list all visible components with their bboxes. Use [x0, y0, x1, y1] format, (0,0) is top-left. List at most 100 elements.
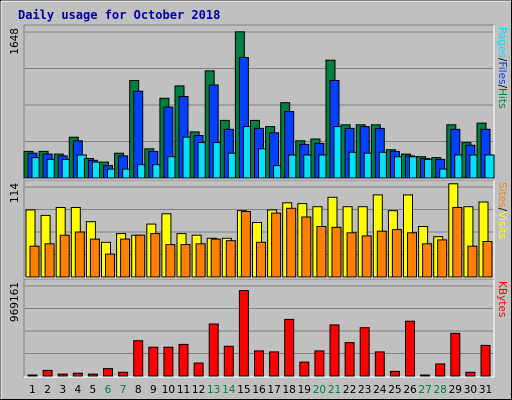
- bar-sites-day-5: [89, 238, 100, 278]
- bar-sites-day-12: [195, 243, 206, 278]
- bar-sites-day-24: [376, 230, 387, 278]
- bar-sites-day-26: [407, 232, 417, 278]
- bar-sites-day-13: [210, 238, 221, 278]
- legend-entry: KBytes: [496, 281, 508, 317]
- panel-kbytes: 969161 KBytes: [9, 278, 508, 378]
- bar-sites-day-22: [346, 232, 357, 278]
- bar-sites-day-21: [331, 226, 342, 278]
- panel-visits-sites: 114 Sites/Visits: [9, 179, 508, 279]
- x-tick-label-day-13: 13: [207, 384, 220, 396]
- legend-entry: Files: [496, 61, 508, 84]
- panel-max-label: 1648: [9, 28, 21, 55]
- bar-kbytes-day-28: [435, 363, 446, 377]
- x-tick-label-day-4: 4: [74, 384, 81, 396]
- x-tick-label-day-17: 17: [267, 384, 280, 396]
- x-tick-label-day-15: 15: [237, 384, 250, 396]
- bar-sites-day-6: [105, 253, 115, 278]
- bar-sites-day-8: [135, 234, 146, 278]
- bar-kbytes-day-31: [480, 344, 491, 377]
- legend-entry: Visits: [496, 211, 508, 239]
- x-tick-label-day-30: 30: [464, 384, 477, 396]
- bar-sites-day-15: [240, 211, 251, 278]
- bar-kbytes-day-5: [87, 373, 98, 377]
- bar-kbytes-day-2: [42, 369, 53, 377]
- bar-sites-day-10: [165, 244, 176, 278]
- bar-sites-day-27: [422, 243, 433, 278]
- x-tick-label-day-1: 1: [29, 384, 36, 396]
- panel-legend: Sites/Visits: [496, 182, 508, 239]
- x-tick-label-day-25: 25: [388, 384, 401, 396]
- bar-sites-day-30: [467, 245, 478, 278]
- bar-kbytes-day-1: [27, 374, 38, 377]
- bar-sites-day-16: [256, 241, 266, 278]
- x-tick-label-day-11: 11: [177, 384, 190, 396]
- bar-sites-day-17: [271, 212, 282, 278]
- bar-kbytes-day-7: [118, 371, 129, 377]
- x-tick-label-day-27: 27: [418, 384, 431, 396]
- bar-sites-day-4: [74, 231, 85, 278]
- bar-kbytes-day-25: [389, 370, 400, 377]
- bar-kbytes-day-21: [329, 324, 340, 377]
- x-tick-label-day-26: 26: [403, 384, 417, 396]
- x-tick-label-day-20: 20: [313, 384, 326, 396]
- bar-sites-day-14: [225, 240, 236, 278]
- bar-kbytes-day-18: [284, 318, 295, 377]
- bar-sites-day-11: [180, 244, 191, 278]
- x-tick-label-day-12: 12: [192, 384, 205, 396]
- x-axis-labels: 1 2 3 4 5 6 7 8 9 10 11 12 13 14 15 16 17 18 19 20 21 22 23 24 2…: [29, 384, 492, 396]
- bar-kbytes-day-27: [420, 374, 431, 377]
- bar-sites-day-1: [29, 245, 40, 278]
- bar-kbytes-day-17: [269, 351, 280, 377]
- x-tick-label-day-9: 9: [150, 384, 157, 396]
- bar-kbytes-day-9: [148, 346, 159, 377]
- panel-max-label: 114: [9, 183, 21, 203]
- bar-sites-day-28: [437, 239, 448, 278]
- panel-legend: KBytes: [496, 281, 508, 317]
- bar-sites-day-2: [44, 243, 55, 278]
- panel-pages-files-hits: 1648 Pages/Files/Hits: [9, 24, 508, 180]
- x-tick-label-day-14: 14: [222, 384, 236, 396]
- legend-entry: /: [496, 58, 508, 62]
- x-tick-label-day-8: 8: [135, 384, 142, 396]
- panel-legend: Pages/Files/Hits: [496, 27, 508, 108]
- x-tick-label-day-5: 5: [90, 384, 97, 396]
- x-tick-label-day-6: 6: [105, 384, 112, 396]
- bar-kbytes-day-6: [103, 368, 113, 377]
- bar-kbytes-day-26: [405, 320, 415, 377]
- bar-kbytes-day-22: [344, 342, 355, 377]
- bar-sites-day-7: [120, 238, 131, 278]
- x-tick-label-day-29: 29: [449, 384, 462, 396]
- legend-entry: /: [496, 84, 508, 88]
- bar-kbytes-day-13: [208, 323, 219, 377]
- x-tick-label-day-10: 10: [162, 384, 175, 396]
- x-tick-label-day-28: 28: [434, 384, 447, 396]
- bar-kbytes-day-4: [72, 372, 83, 377]
- bar-kbytes-day-3: [57, 373, 68, 377]
- bar-kbytes-day-11: [178, 343, 189, 377]
- bar-kbytes-day-15: [238, 290, 249, 377]
- x-tick-label-day-7: 7: [120, 384, 127, 396]
- legend-entry: Sites: [496, 182, 508, 208]
- bar-sites-day-9: [150, 233, 161, 278]
- bar-kbytes-day-10: [163, 346, 174, 377]
- x-tick-label-day-24: 24: [373, 384, 387, 396]
- legend-entry: Hits: [496, 88, 508, 108]
- panel-max-label: 969161: [9, 282, 21, 322]
- x-tick-label-day-18: 18: [283, 384, 296, 396]
- bar-kbytes-day-8: [133, 340, 144, 377]
- bar-kbytes-day-24: [374, 351, 385, 377]
- x-tick-label-day-22: 22: [343, 384, 356, 396]
- bar-sites-day-18: [286, 207, 297, 278]
- x-tick-label-day-16: 16: [252, 384, 266, 396]
- bar-kbytes-day-14: [223, 345, 234, 377]
- x-tick-label-day-3: 3: [59, 384, 66, 396]
- legend-entry: Pages: [496, 27, 508, 58]
- bar-sites-day-23: [361, 235, 372, 278]
- bar-kbytes-day-23: [359, 327, 370, 377]
- bar-kbytes-day-30: [465, 371, 476, 377]
- x-tick-label-day-31: 31: [479, 384, 492, 396]
- bar-sites-day-29: [452, 207, 463, 278]
- bar-sites-day-25: [391, 229, 402, 278]
- bar-sites-day-19: [301, 216, 312, 278]
